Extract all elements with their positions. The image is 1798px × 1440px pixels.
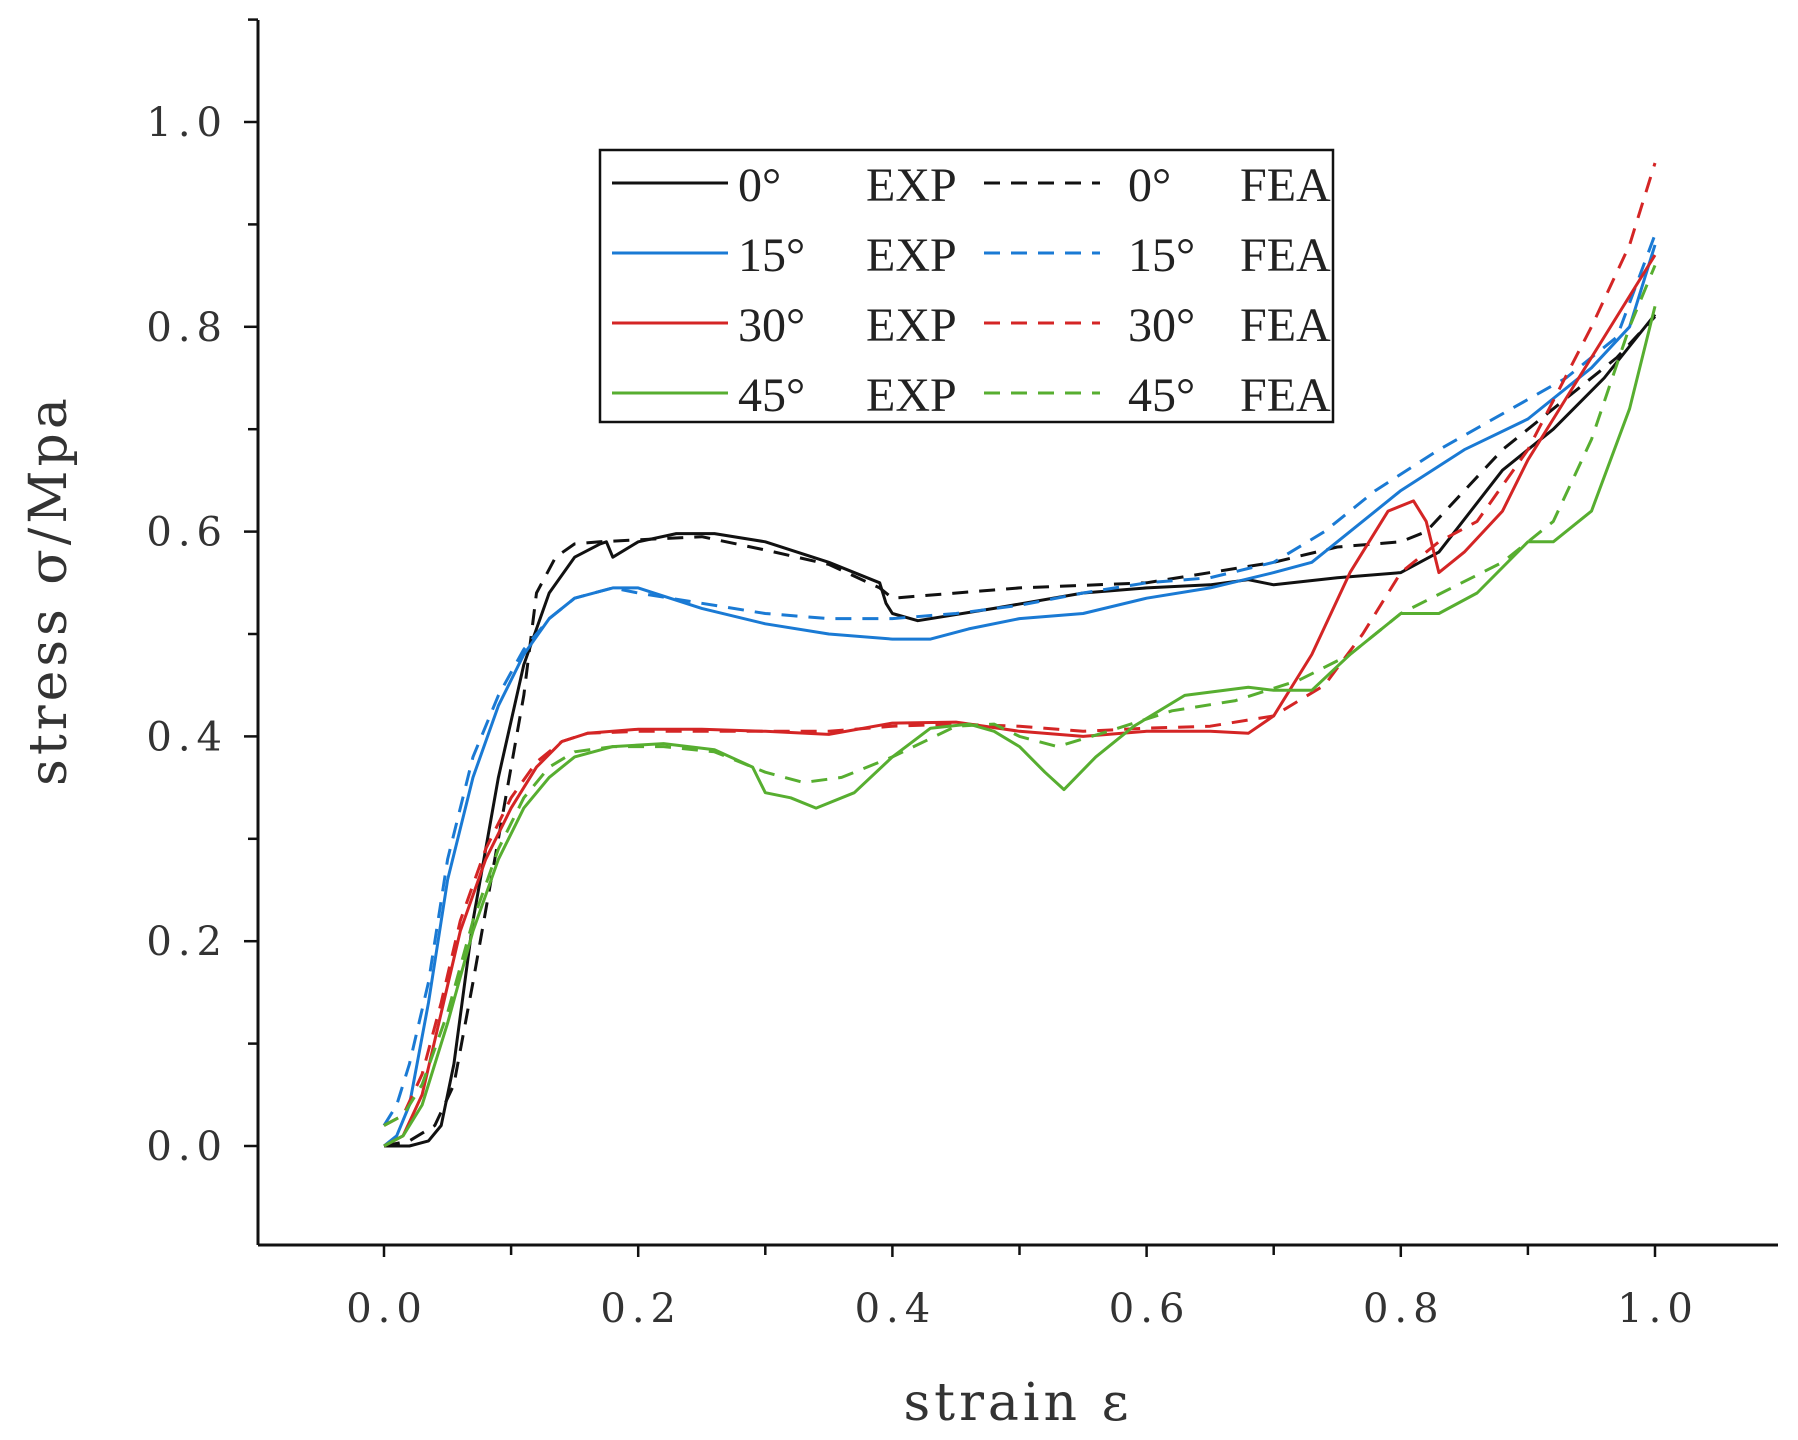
legend-label-angle: 30° <box>738 299 805 352</box>
series-line-30-deg-fea <box>383 162 1657 1127</box>
y-tick-label: 0.6 <box>146 510 228 556</box>
series-line-30-deg-exp <box>383 254 1657 1148</box>
legend-label-kind: FEA <box>1240 369 1331 422</box>
x-tick-label: 0.2 <box>600 1286 682 1332</box>
legend-label-angle: 0° <box>1128 159 1171 212</box>
x-tick-label: 0.4 <box>855 1286 937 1332</box>
y-tick-label: 1.0 <box>146 100 228 146</box>
legend-label-angle: 30° <box>1128 299 1195 352</box>
legend-label-angle: 45° <box>738 369 805 422</box>
x-axis-title: strain ε <box>903 1373 1132 1433</box>
series-line-0-deg-fea <box>383 315 1657 1148</box>
legend-label-kind: FEA <box>1240 299 1331 352</box>
x-tick-label: 0.0 <box>346 1286 428 1332</box>
legend-label-kind: FEA <box>1240 159 1331 212</box>
legend: 0° EXP 15° EXP 30° EXP 45° EXP 0° FEA 15° FEA 30° FEA… <box>598 148 1335 424</box>
legend-label-kind: EXP <box>866 229 957 282</box>
x-tick-label: 0.6 <box>1109 1286 1191 1332</box>
series-layer <box>382 162 1657 1148</box>
y-tick-label: 0.0 <box>146 1124 228 1170</box>
legend-box <box>598 148 1335 424</box>
y-tick-label: 0.4 <box>146 714 228 760</box>
legend-label-kind: FEA <box>1240 229 1331 282</box>
legend-label-angle: 45° <box>1128 369 1195 422</box>
legend-label-angle: 0° <box>738 159 781 212</box>
y-tick-label: 0.8 <box>146 305 228 351</box>
legend-label-kind: EXP <box>866 369 957 422</box>
legend-label-kind: EXP <box>866 159 957 212</box>
legend-label-angle: 15° <box>1128 229 1195 282</box>
series-line-15-deg-exp <box>383 244 1657 1148</box>
legend-label-angle: 15° <box>738 229 805 282</box>
legend-label-kind: EXP <box>866 299 957 352</box>
y-tick-label: 0.2 <box>146 919 228 965</box>
series-line-0-deg-exp <box>384 313 1657 1148</box>
x-tick-label: 0.8 <box>1363 1286 1445 1332</box>
y-axis-title: stress σ/Mpa <box>19 394 79 786</box>
axes: 0.0 0.2 0.4 0.6 0.8 1.0 0.0 0.2 0.4 0.6 0.8 1.0 <box>146 18 1778 1332</box>
x-tick-label: 1.0 <box>1617 1286 1699 1332</box>
series-line-45-deg-fea <box>383 264 1657 1127</box>
